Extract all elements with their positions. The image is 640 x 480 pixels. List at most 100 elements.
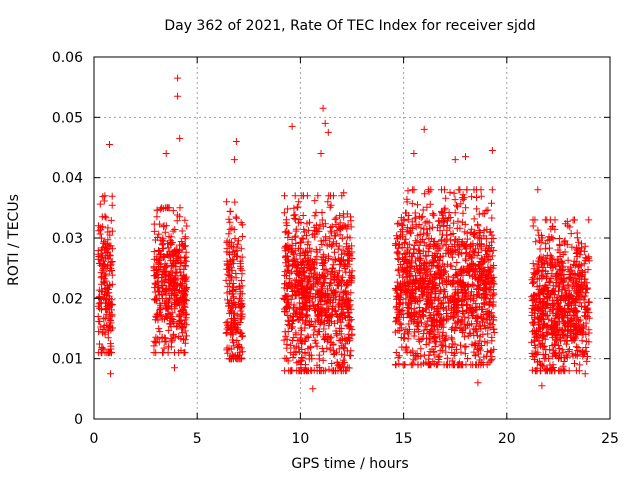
data-point (571, 262, 579, 269)
data-point (473, 194, 480, 201)
data-point (559, 365, 567, 373)
data-point (182, 253, 190, 261)
data-point (290, 287, 298, 295)
data-point (302, 316, 310, 324)
data-point (285, 258, 292, 265)
data-point (286, 313, 294, 321)
data-point (226, 218, 234, 226)
data-point (105, 302, 113, 309)
data-point (183, 222, 191, 230)
data-point (419, 334, 427, 342)
data-point (317, 304, 325, 312)
data-point (529, 222, 537, 230)
data-point (181, 339, 189, 347)
data-point (461, 343, 469, 351)
data-point (336, 231, 344, 239)
data-point (182, 311, 190, 319)
data-point (317, 287, 325, 295)
data-point (321, 291, 329, 299)
data-point (300, 269, 308, 277)
data-point (294, 316, 302, 323)
data-point (292, 240, 300, 247)
data-point (488, 186, 496, 194)
data-point (410, 245, 418, 253)
data-point (158, 271, 166, 278)
data-point (171, 349, 178, 357)
data-point (447, 334, 455, 342)
data-point (487, 348, 494, 356)
x-tick-label: 25 (601, 431, 619, 447)
data-point (104, 236, 112, 244)
data-point (393, 314, 401, 322)
data-point (466, 329, 474, 337)
data-point (222, 319, 230, 327)
data-point (329, 261, 337, 269)
x-tick-label: 5 (193, 431, 202, 447)
data-point (341, 262, 349, 270)
data-point (299, 354, 307, 362)
data-point (182, 285, 190, 293)
data-point (170, 286, 178, 293)
y-tick-label: 0.02 (52, 291, 83, 307)
data-point (453, 345, 460, 353)
data-point (347, 223, 355, 231)
data-point (424, 229, 431, 237)
data-point (311, 273, 319, 281)
y-tick-label: 0.01 (52, 352, 83, 368)
data-point (529, 216, 537, 224)
data-point (451, 272, 459, 279)
data-point (392, 241, 400, 249)
data-point (150, 349, 158, 357)
data-point (331, 306, 339, 314)
data-point (345, 330, 353, 338)
data-point (318, 312, 326, 320)
data-point (332, 291, 339, 299)
data-point (180, 349, 188, 357)
data-point (327, 279, 335, 287)
data-point (333, 358, 341, 366)
data-point (487, 357, 495, 365)
data-point (153, 213, 161, 221)
data-point (581, 370, 589, 378)
data-point (474, 234, 482, 242)
data-point (296, 336, 304, 344)
data-point (304, 259, 312, 267)
data-point (238, 354, 245, 362)
data-point (301, 349, 309, 357)
data-point (323, 336, 331, 344)
data-point (96, 230, 104, 238)
data-point (301, 272, 309, 280)
data-point (166, 239, 174, 246)
data-point (427, 272, 435, 280)
data-point (312, 208, 320, 216)
data-point (107, 370, 114, 378)
data-point (319, 356, 327, 364)
data-point (425, 351, 433, 359)
data-point (331, 270, 339, 278)
data-point (94, 255, 102, 263)
data-point (457, 341, 464, 349)
data-point (168, 249, 176, 257)
data-point (292, 232, 300, 240)
data-point (450, 219, 458, 227)
data-point (175, 248, 183, 256)
data-point (403, 273, 411, 281)
data-point (331, 256, 339, 264)
data-point (340, 345, 348, 353)
data-point (312, 339, 320, 347)
data-point (108, 245, 116, 253)
data-point (99, 244, 107, 252)
data-point (305, 321, 313, 329)
data-point (311, 255, 319, 263)
data-point (281, 268, 289, 276)
data-point (179, 300, 187, 308)
data-point (310, 323, 318, 330)
data-point (179, 275, 187, 283)
data-point (399, 306, 407, 314)
data-point (338, 350, 346, 358)
data-point (234, 344, 241, 352)
data-point (571, 360, 578, 367)
data-point (295, 271, 302, 278)
data-point (280, 209, 288, 217)
data-point (178, 325, 186, 333)
